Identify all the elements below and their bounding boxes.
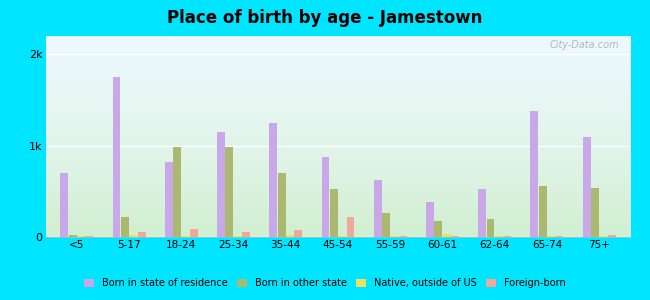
- Bar: [217, 132, 225, 237]
- Bar: [322, 157, 330, 237]
- Bar: [234, 236, 242, 237]
- Bar: [495, 236, 503, 237]
- Bar: [77, 236, 85, 237]
- Text: City-Data.com: City-Data.com: [549, 40, 619, 50]
- Bar: [547, 236, 555, 237]
- Bar: [426, 202, 434, 237]
- Bar: [85, 236, 94, 237]
- Bar: [121, 217, 129, 237]
- Bar: [443, 234, 450, 237]
- Bar: [138, 232, 146, 237]
- Bar: [330, 190, 338, 237]
- Bar: [346, 217, 354, 237]
- Bar: [599, 236, 607, 237]
- Bar: [69, 235, 77, 237]
- Bar: [190, 229, 198, 237]
- Bar: [451, 236, 459, 237]
- Bar: [338, 236, 346, 237]
- Bar: [374, 180, 382, 237]
- Bar: [129, 235, 137, 237]
- Bar: [382, 213, 390, 237]
- Bar: [269, 123, 277, 237]
- Bar: [582, 136, 591, 237]
- Bar: [286, 235, 294, 237]
- Bar: [503, 236, 511, 237]
- Bar: [181, 236, 189, 237]
- Bar: [434, 221, 442, 237]
- Legend: Born in state of residence, Born in other state, Native, outside of US, Foreign-: Born in state of residence, Born in othe…: [81, 274, 569, 292]
- Bar: [530, 111, 538, 237]
- Bar: [478, 190, 486, 237]
- Bar: [278, 173, 285, 237]
- Bar: [487, 219, 495, 237]
- Bar: [165, 162, 173, 237]
- Bar: [539, 186, 547, 237]
- Bar: [556, 236, 564, 237]
- Bar: [294, 230, 302, 237]
- Bar: [226, 148, 233, 237]
- Bar: [399, 236, 407, 237]
- Bar: [112, 77, 120, 237]
- Bar: [242, 232, 250, 237]
- Text: Place of birth by age - Jamestown: Place of birth by age - Jamestown: [167, 9, 483, 27]
- Bar: [173, 148, 181, 237]
- Bar: [608, 235, 616, 237]
- Bar: [591, 188, 599, 237]
- Bar: [391, 236, 398, 237]
- Bar: [60, 173, 68, 237]
